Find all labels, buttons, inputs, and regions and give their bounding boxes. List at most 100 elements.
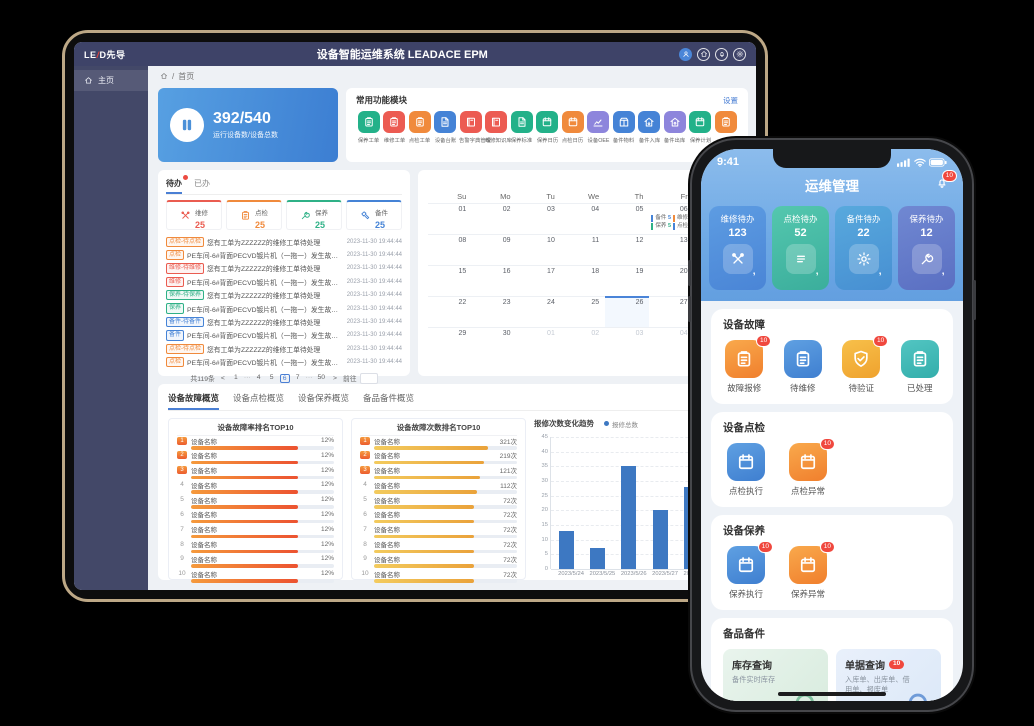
top10-row-5[interactable]: 5 设备名称 12% [177,495,334,510]
phone-item-点检异常[interactable]: 10 点检异常 [785,438,835,497]
overview-tab-3[interactable]: 设备保养概览 [298,393,350,403]
calendar-day-12[interactable]: 12 [605,234,650,265]
module-item-4[interactable]: 设备台账 [433,111,458,144]
pagination-goto-input[interactable] [359,372,378,384]
tab-todo[interactable]: 待办 [166,175,188,194]
calendar-day-04[interactable]: 04 [560,203,606,234]
calendar-day-03[interactable]: 03 [605,327,650,358]
todo-item-10[interactable]: 点检 PE车间-6#背面PECVD镀片机（一拖一）发生故障...... 2023-1… [166,356,402,369]
calendar-day-04[interactable]: 04 [649,327,694,358]
calendar-day-09[interactable]: 09 [472,234,517,265]
calendar-day-27[interactable]: 27 [649,296,694,327]
top10-row-6[interactable]: 6 设备名称 72次 [360,510,517,525]
calendar-day-30[interactable]: 30 [472,327,517,358]
top10-row-4[interactable]: 4 设备名称 112次 [360,480,517,495]
todo-stat-点检[interactable]: 点检 25 [226,200,282,230]
top10-row-2[interactable]: 2 设备名称 12% [177,451,334,466]
module-item-3[interactable]: 点检工单 [407,111,432,144]
bar-2023/5/27[interactable] [652,510,668,569]
module-item-13[interactable]: 备件出库 [662,111,687,144]
top10-row-3[interactable]: 3 设备名称 121次 [360,466,517,481]
todo-item-5[interactable]: 保养-待保养 您有工单为ZZZZZZ的维修工单待处理 2023-11-30 19:4… [166,289,402,302]
calendar-day-15[interactable]: 15 [428,265,473,296]
overview-tab-2[interactable]: 设备点检概览 [233,393,285,403]
phone-item-保养异常[interactable]: 10 保养异常 [785,541,835,600]
todo-item-4[interactable]: 维修 PE车间-6#背面PECVD镀片机（一拖一）发生故障...... 2023-1… [166,275,402,288]
module-item-11[interactable]: 备件物料 [611,111,636,144]
top10-row-1[interactable]: 1 设备名称 321次 [360,436,517,451]
module-item-8[interactable]: 保养日历 [535,111,560,144]
top10-row-8[interactable]: 8 设备名称 12% [177,540,334,555]
module-item-15[interactable] [713,111,738,144]
todo-stat-保养[interactable]: 保养 25 [286,200,342,230]
sidebar-item-home[interactable]: 主页 [74,70,148,91]
phone-item-待维修[interactable]: 待维修 [782,340,825,394]
modules-settings-link[interactable]: 设置 [723,95,738,105]
pagination-page-5[interactable]: 5 [269,373,274,381]
tab-done[interactable]: 已办 [194,179,210,188]
calendar-day-18[interactable]: 18 [560,265,606,296]
bar-2023/5/26[interactable] [621,466,637,569]
module-item-14[interactable]: 保养计划 [688,111,713,144]
calendar-day-01[interactable]: 01 [428,203,473,234]
pagination-page-6[interactable]: 6 [279,373,290,383]
calendar-day-25[interactable]: 25 [560,296,606,327]
calendar-day-13[interactable]: 13 [649,234,694,265]
calendar-day-01[interactable]: 01 [516,327,561,358]
top10-row-6[interactable]: 6 设备名称 12% [177,510,334,525]
notification-bell-button[interactable]: 10 [935,170,957,194]
gear-icon[interactable] [733,47,746,61]
module-item-12[interactable]: 备件入库 [637,111,662,144]
phone-stat-备件待办[interactable]: 备件待办 22, [835,206,892,290]
calendar-day-16[interactable]: 16 [472,265,517,296]
top10-row-9[interactable]: 9 设备名称 12% [177,554,334,569]
calendar-day-17[interactable]: 17 [516,265,561,296]
phone-stat-点检待办[interactable]: 点检待办 52, [772,206,829,290]
todo-item-8[interactable]: 备件 PE车间-6#背面PECVD镀片机（一拖一）发生故障...... 2023-1… [166,329,402,342]
bar-2023/5/25[interactable] [590,548,606,569]
pagination-page-4[interactable]: 4 [256,373,261,381]
calendar-day-22[interactable]: 22 [428,296,473,327]
calendar-day-11[interactable]: 11 [560,234,606,265]
top10-row-3[interactable]: 3 设备名称 12% [177,466,334,481]
bar-2023/5/24[interactable] [559,530,575,569]
overview-tab-4[interactable]: 备品备件概览 [363,393,415,403]
phone-item-保养执行[interactable]: 10 保养执行 [723,541,773,600]
module-item-1[interactable]: 保养工单 [356,111,381,144]
top10-row-7[interactable]: 7 设备名称 12% [177,525,334,540]
calendar-day-02[interactable]: 02 [472,203,517,234]
top10-row-4[interactable]: 4 设备名称 12% [177,480,334,495]
phone-stat-维修待办[interactable]: 维修待办 123, [709,206,766,290]
calendar-day-23[interactable]: 23 [472,296,517,327]
home-indicator[interactable] [778,692,886,696]
phone-stat-保养待办[interactable]: 保养待办 12, [898,206,955,290]
pagination-page-7[interactable]: 7 [295,373,300,381]
calendar-day-29[interactable]: 29 [428,327,473,358]
top10-row-10[interactable]: 10 设备名称 12% [177,569,334,584]
top10-row-10[interactable]: 10 设备名称 72次 [360,569,517,584]
module-item-6[interactable]: 维修知识库 [484,111,511,144]
avatar-icon[interactable] [679,47,692,61]
phone-item-待验证[interactable]: 10 待验证 [840,335,889,394]
pagination-next[interactable]: > [333,374,337,382]
calendar-day-02[interactable]: 02 [560,327,606,358]
top10-row-9[interactable]: 9 设备名称 72次 [360,554,517,569]
bell-icon[interactable] [715,47,728,61]
calendar-day-10[interactable]: 10 [516,234,561,265]
breadcrumb-current[interactable]: 首页 [178,71,195,81]
top10-row-7[interactable]: 7 设备名称 72次 [360,525,517,540]
phone-item-点检执行[interactable]: 点检执行 [723,443,769,497]
top10-row-1[interactable]: 1 设备名称 12% [177,436,334,451]
module-item-9[interactable]: 点检日历 [560,111,585,144]
todo-item-2[interactable]: 点检 PE车间-6#背面PECVD镀片机（一拖一）发生故障...... 2023-1… [166,248,402,261]
module-item-2[interactable]: 维修工单 [382,111,407,144]
calendar-day-19[interactable]: 19 [605,265,650,296]
home-icon[interactable] [697,47,710,61]
module-item-7[interactable]: 保养标准 [509,111,534,144]
todo-item-3[interactable]: 维修-待维修 您有工单为ZZZZZZ的维修工单待处理 2023-11-30 19:4… [166,262,402,275]
pagination-page-1[interactable]: 1 [233,373,238,381]
overview-tab-1[interactable]: 设备故障概览 [168,389,220,410]
calendar-day-08[interactable]: 08 [428,234,473,265]
todo-item-6[interactable]: 保养 PE车间-6#背面PECVD镀片机（一拖一）发生故障...... 2023-1… [166,302,402,315]
